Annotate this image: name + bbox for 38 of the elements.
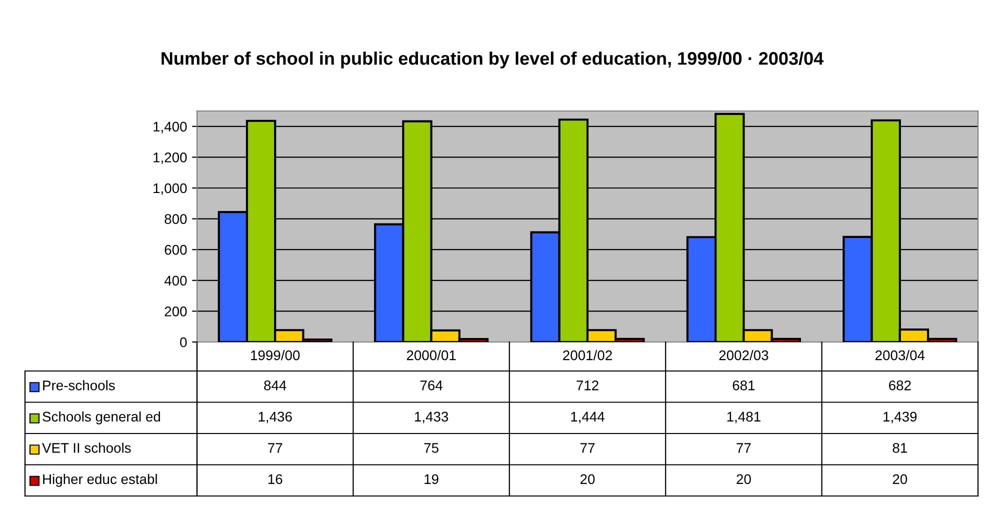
data-label: 75	[424, 443, 438, 453]
data-label: 1,436	[258, 412, 292, 424]
data-label: 77	[736, 443, 751, 453]
data-label: 20	[736, 474, 751, 484]
x-tick-label: 2001/02	[563, 350, 612, 360]
data-label: 77	[580, 443, 595, 453]
x-tick-label: 2002/03	[719, 350, 768, 360]
data-label: 1,444	[571, 412, 604, 424]
y-tick-label: 1,200	[154, 152, 187, 164]
x-tick-label: 1999/00	[251, 350, 300, 360]
data-label: 681	[732, 380, 755, 390]
y-tick-label: 1,400	[154, 122, 187, 134]
data-label: 1,433	[414, 412, 448, 424]
y-tick-label: 1,000	[154, 183, 187, 195]
y-tick-label: 200	[164, 306, 187, 316]
data-label: 20	[580, 474, 595, 484]
data-label: 712	[576, 380, 598, 390]
y-tick-label: 600	[164, 244, 187, 255]
legend-label: Pre-schools	[43, 380, 115, 390]
legend-label: VET II schools	[42, 442, 131, 453]
x-tick-label: 2003/04	[876, 350, 925, 360]
data-label: 682	[889, 380, 911, 390]
data-label: 764	[420, 380, 442, 390]
data-label: 19	[424, 474, 438, 484]
y-tick-label: 800	[164, 214, 187, 224]
data-label: 1,439	[884, 412, 917, 424]
y-tick-label: 400	[164, 276, 187, 286]
data-label: 20	[892, 474, 908, 484]
legend-label: Higher educ establ	[43, 474, 157, 487]
data-label: 77	[268, 443, 282, 453]
data-label: 844	[264, 380, 286, 390]
y-tick-label: 0	[180, 337, 187, 348]
data-label: 16	[268, 474, 282, 484]
legend-label: Schools general ed	[42, 411, 160, 424]
chart-title: Number of school in public education by level of education, 1999/00 · 2003/04	[162, 52, 824, 68]
data-label: 81	[892, 443, 907, 453]
x-tick-label: 2000/01	[406, 350, 456, 360]
data-label: 1,481	[727, 412, 760, 424]
